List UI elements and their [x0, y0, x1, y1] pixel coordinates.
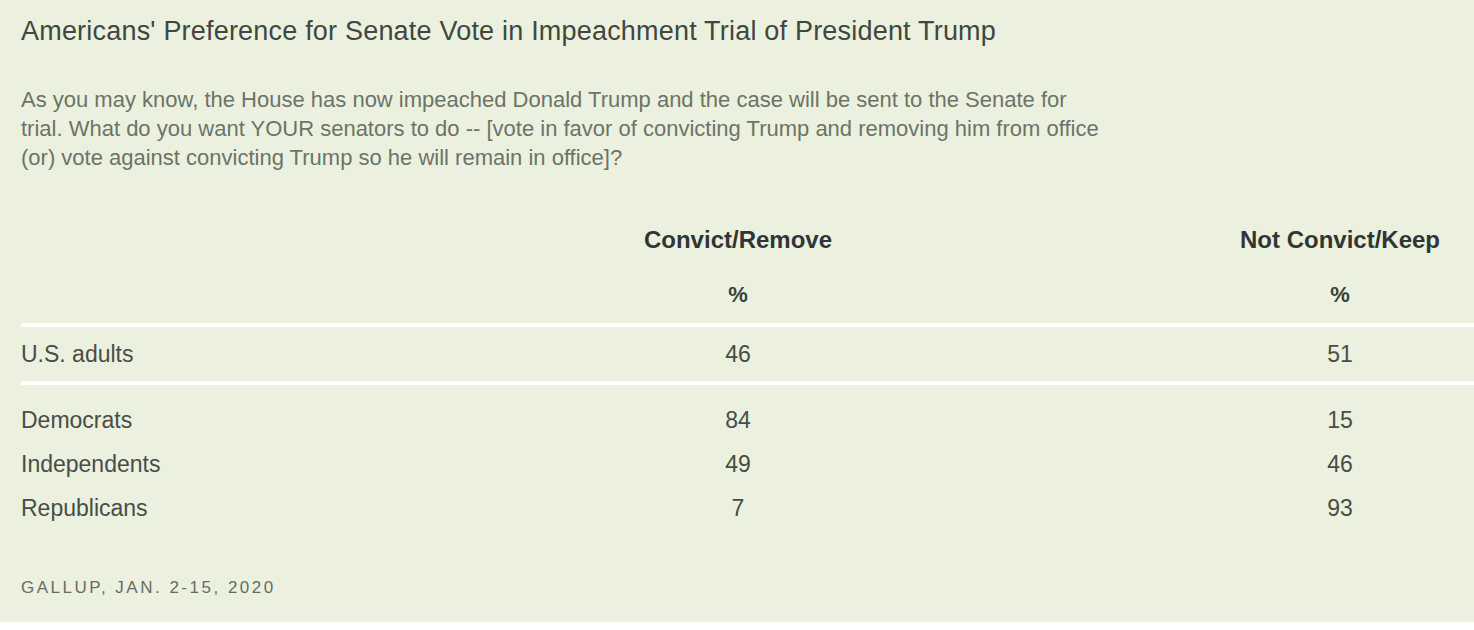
table-header-row: Convict/Remove Not Convict/Keep	[0, 226, 1474, 254]
column-header-not-convict: Not Convict/Keep	[1206, 226, 1474, 254]
bottom-white-strip	[0, 622, 1474, 630]
row-label: Republicans	[21, 495, 148, 522]
question-text: As you may know, the House has now impea…	[21, 85, 1421, 172]
table-row-independents: Independents 49 46	[0, 442, 1474, 486]
table-row-republicans: Republicans 7 93	[0, 486, 1474, 530]
column-header-convict: Convict/Remove	[628, 226, 848, 254]
row-value-convict: 84	[628, 407, 848, 434]
question-line: trial. What do you want YOUR senators to…	[21, 114, 1421, 143]
question-line: As you may know, the House has now impea…	[21, 85, 1421, 114]
row-value-convict: 49	[628, 451, 848, 478]
row-value-not-convict: 51	[1206, 341, 1474, 368]
source-attribution: GALLUP, JAN. 2-15, 2020	[21, 578, 1453, 598]
table-row-democrats: Democrats 84 15	[0, 398, 1474, 442]
row-value-convict: 46	[628, 341, 848, 368]
row-label: Independents	[21, 451, 160, 478]
table-unit-row: % %	[0, 282, 1474, 308]
row-value-convict: 7	[628, 495, 848, 522]
unit-label-convict: %	[628, 282, 848, 308]
row-value-not-convict: 93	[1206, 495, 1474, 522]
row-label: U.S. adults	[21, 341, 134, 368]
party-rows-group: Democrats 84 15 Independents 49 46 Repub…	[0, 385, 1474, 530]
row-value-not-convict: 46	[1206, 451, 1474, 478]
poll-results-card: Americans' Preference for Senate Vote in…	[0, 0, 1474, 630]
question-line: (or) vote against convicting Trump so he…	[21, 143, 1421, 172]
table-row-us-adults: U.S. adults 46 51	[0, 327, 1474, 381]
row-value-not-convict: 15	[1206, 407, 1474, 434]
unit-label-not-convict: %	[1206, 282, 1474, 308]
row-label: Democrats	[21, 407, 132, 434]
page-title: Americans' Preference for Senate Vote in…	[0, 0, 1474, 47]
